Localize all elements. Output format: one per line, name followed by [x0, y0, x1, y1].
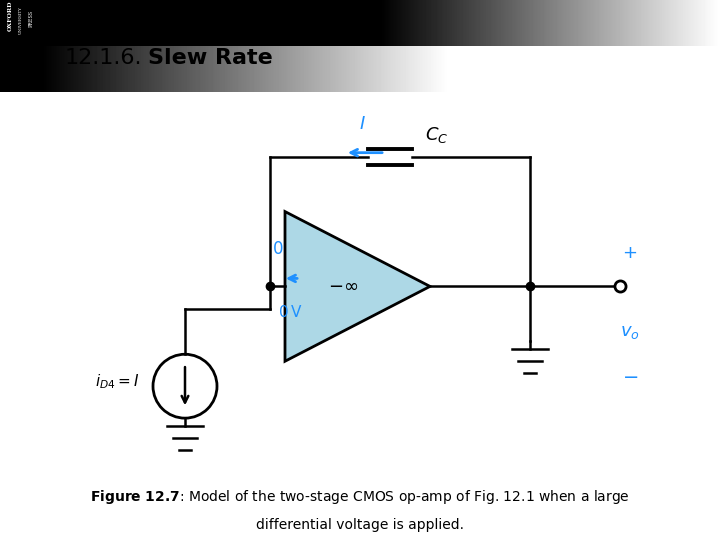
- Text: $v_o$: $v_o$: [620, 323, 640, 341]
- Text: Slew Rate: Slew Rate: [148, 48, 273, 68]
- Text: $i_{D4} = I$: $i_{D4} = I$: [96, 372, 140, 390]
- Text: PRESS: PRESS: [29, 9, 34, 26]
- Polygon shape: [285, 212, 430, 361]
- Text: $\mathbf{Figure\ 12.7}$: Model of the two-stage CMOS op-amp of Fig. 12.1 when a : $\mathbf{Figure\ 12.7}$: Model of the tw…: [90, 488, 630, 506]
- Text: $+$: $+$: [622, 245, 638, 262]
- Text: OXFORD: OXFORD: [7, 1, 12, 31]
- Text: $-$: $-$: [622, 366, 638, 385]
- Text: differential voltage is applied.: differential voltage is applied.: [256, 518, 464, 532]
- Text: 12.1.6.: 12.1.6.: [65, 48, 143, 68]
- Text: $0$: $0$: [272, 240, 284, 259]
- Text: $-\infty$: $-\infty$: [328, 278, 359, 295]
- Text: $0\,\mathrm{V}$: $0\,\mathrm{V}$: [278, 305, 302, 320]
- Bar: [0, 0, 42, 92]
- Text: UNIVERSITY: UNIVERSITY: [19, 6, 23, 34]
- Text: $I$: $I$: [359, 114, 366, 133]
- Text: $C_C$: $C_C$: [425, 125, 449, 145]
